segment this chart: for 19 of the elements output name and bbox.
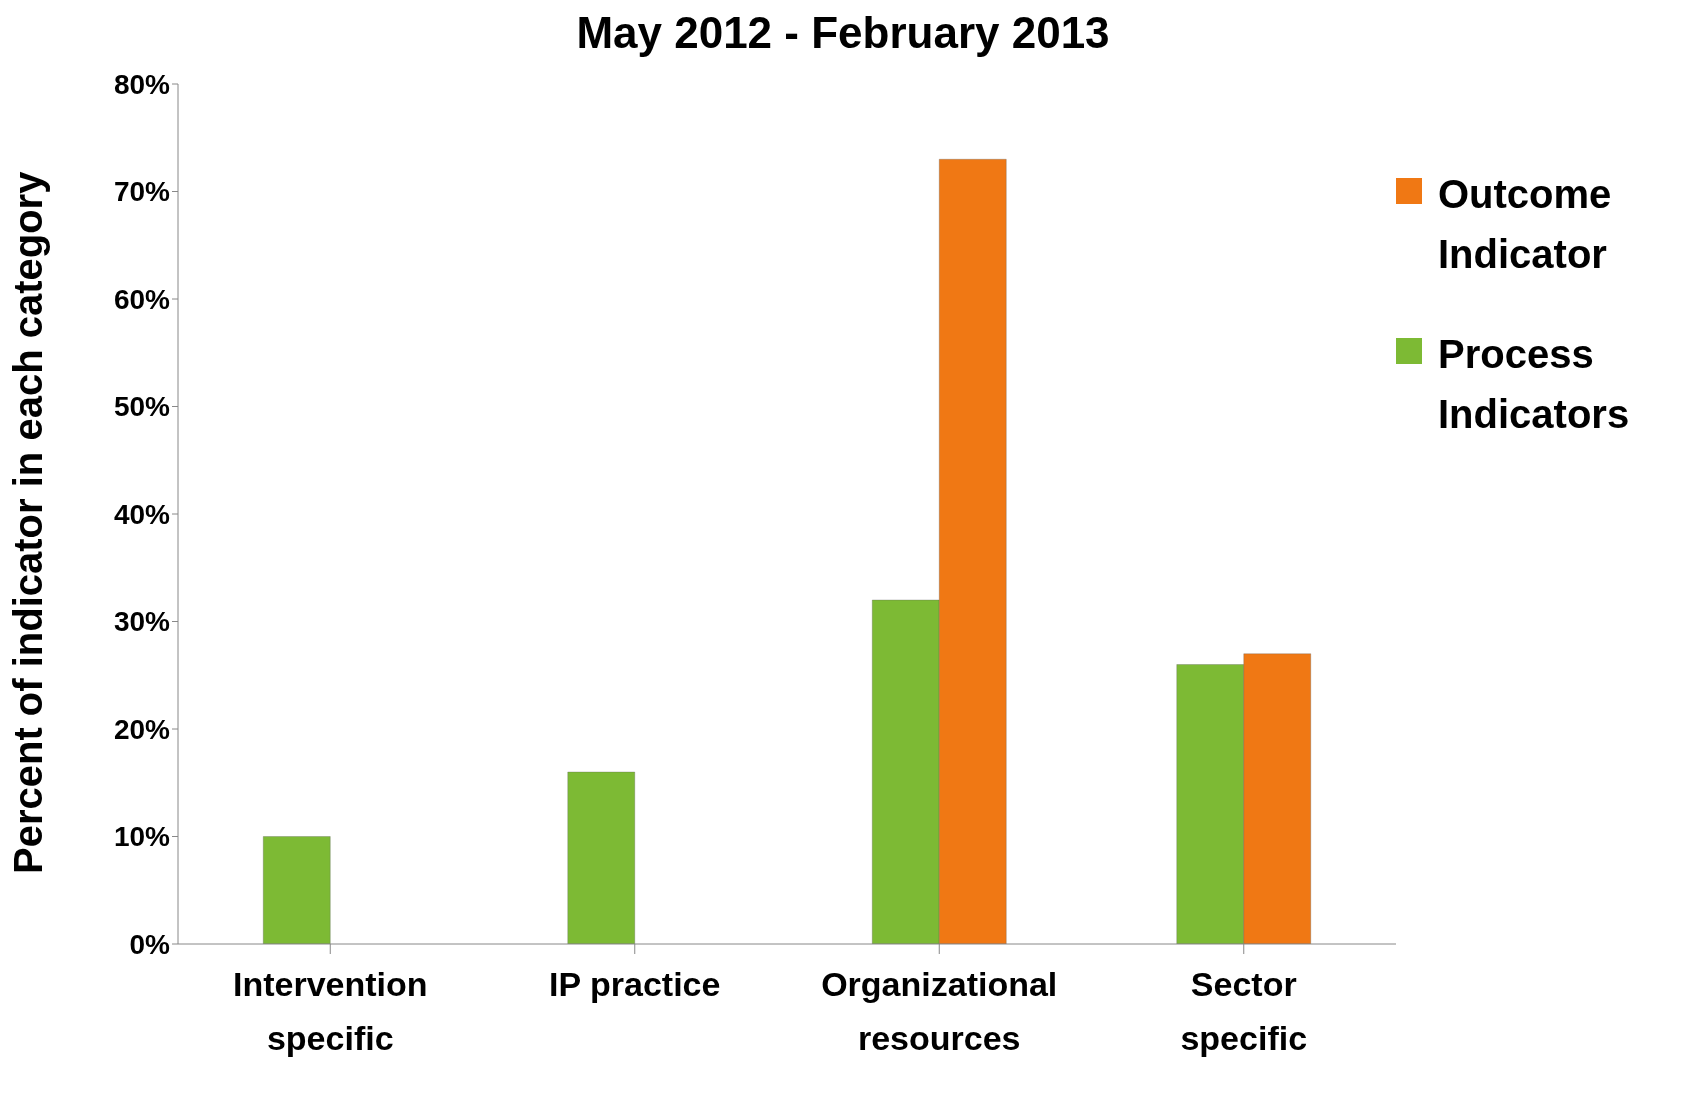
bar bbox=[262, 836, 331, 944]
y-tick-label: 80% bbox=[113, 68, 171, 100]
y-tick-label: 40% bbox=[113, 498, 171, 530]
y-tick-label: 20% bbox=[113, 713, 171, 745]
y-tick-label: 50% bbox=[113, 391, 171, 423]
x-tick-label: Organizational resources bbox=[821, 965, 1058, 1057]
y-axis-title: Percent of indicator in each category bbox=[6, 170, 51, 874]
x-tick-label: IP practice bbox=[549, 965, 721, 1003]
bar bbox=[567, 771, 636, 944]
x-tick-label: Intervention specific bbox=[232, 965, 428, 1057]
legend-label: Outcome Indicator bbox=[1438, 171, 1613, 278]
y-tick-label: 30% bbox=[113, 606, 171, 638]
y-tick-label: 0% bbox=[129, 928, 171, 960]
legend-label: Process Indicators bbox=[1438, 331, 1631, 438]
y-tick-label: 70% bbox=[113, 176, 171, 208]
y-tick-label: 10% bbox=[113, 821, 171, 853]
x-tick-label: Sector specific bbox=[1180, 965, 1308, 1057]
chart-title: May 2012 - February 2013 bbox=[575, 8, 1111, 59]
y-tick-label: 60% bbox=[113, 283, 171, 315]
